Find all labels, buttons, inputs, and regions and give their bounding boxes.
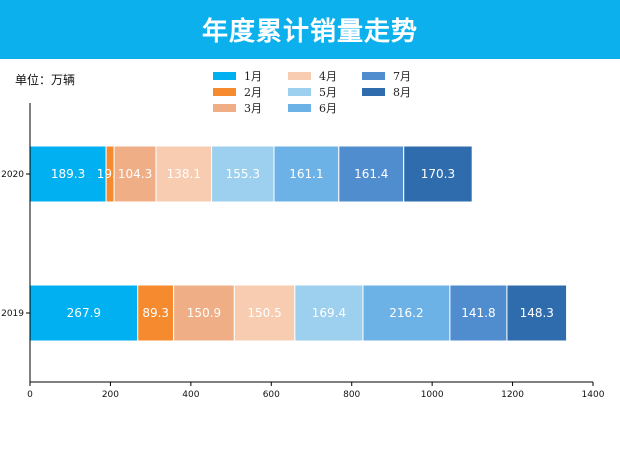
y-tick-label: 2019 <box>1 309 24 319</box>
bar-value-label: 170.3 <box>421 167 455 181</box>
bar-segment-2020-7月 <box>338 145 405 203</box>
bar-value-label: 138.1 <box>167 167 201 181</box>
bar-segment-2019-3月 <box>173 284 235 342</box>
legend-swatch-5月 <box>288 88 311 96</box>
x-tick-label: 200 <box>102 390 119 400</box>
bar-segment-2019-7月 <box>449 284 508 342</box>
bar-value-label: 216.2 <box>389 306 423 320</box>
legend-swatch-8月 <box>362 88 385 96</box>
unit-label: 单位：万辆 <box>15 73 76 87</box>
chart-legend: 1月 2月 3月 4月 5月 6月 7月 8月 <box>213 70 411 115</box>
x-tick-label: 800 <box>343 390 360 400</box>
x-tick-label: 1200 <box>501 390 524 400</box>
axes: 0 200 400 600 800 1000 1200 1400 2020 2019 <box>1 103 605 400</box>
bar-value-label: 161.4 <box>354 167 388 181</box>
legend-label: 7月 <box>393 70 411 83</box>
x-tick-label: 0 <box>27 390 33 400</box>
title-banner: 年度累计销量走势 <box>0 0 620 59</box>
bar-value-label: 155.3 <box>226 167 260 181</box>
legend-swatch-6月 <box>288 104 311 112</box>
bar-segment-2020-6月 <box>273 145 340 203</box>
chart-title: 年度累计销量走势 <box>201 17 418 47</box>
bar-value-label: 104.3 <box>118 167 152 181</box>
x-tick-label: 1400 <box>582 390 605 400</box>
x-tick-label: 1000 <box>421 390 444 400</box>
bar-segment-2019-5月 <box>294 284 364 342</box>
bar-segment-2019-8月 <box>506 284 568 342</box>
bar-value-label: 161.1 <box>289 167 323 181</box>
bar-segment-2020-8月 <box>403 145 473 203</box>
bar-segment-2020-3月 <box>113 145 157 203</box>
legend-swatch-3月 <box>213 104 236 112</box>
legend-label: 8月 <box>393 86 411 99</box>
bar-segment-2019-4月 <box>233 284 296 342</box>
bar-segment-2020-5月 <box>211 145 275 203</box>
x-tick-label: 400 <box>182 390 199 400</box>
bar-value-label: 150.5 <box>247 306 281 320</box>
bar-value-label: 141.8 <box>461 306 495 320</box>
bar-value-label: 148.3 <box>520 306 554 320</box>
x-tick-label: 600 <box>263 390 280 400</box>
bar-value-label: 89.3 <box>142 306 169 320</box>
bar-value-label: 150.9 <box>187 306 221 320</box>
legend-label: 3月 <box>244 102 262 115</box>
legend-label: 5月 <box>319 86 337 99</box>
bar-value-label: 189.3 <box>51 167 85 181</box>
bar-value-label: 169.4 <box>312 306 346 320</box>
bar-value-label: 267.9 <box>67 306 101 320</box>
y-tick-label: 2020 <box>1 170 24 180</box>
legend-label: 1月 <box>244 70 262 83</box>
legend-swatch-2月 <box>213 88 236 96</box>
bar-segment-2019-6月 <box>362 284 451 342</box>
legend-label: 4月 <box>319 70 337 83</box>
legend-label: 2月 <box>244 86 262 99</box>
bar-segment-2019-2月 <box>137 284 175 342</box>
legend-swatch-7月 <box>362 72 385 80</box>
legend-swatch-4月 <box>288 72 311 80</box>
legend-swatch-1月 <box>213 72 236 80</box>
legend-label: 6月 <box>319 102 337 115</box>
